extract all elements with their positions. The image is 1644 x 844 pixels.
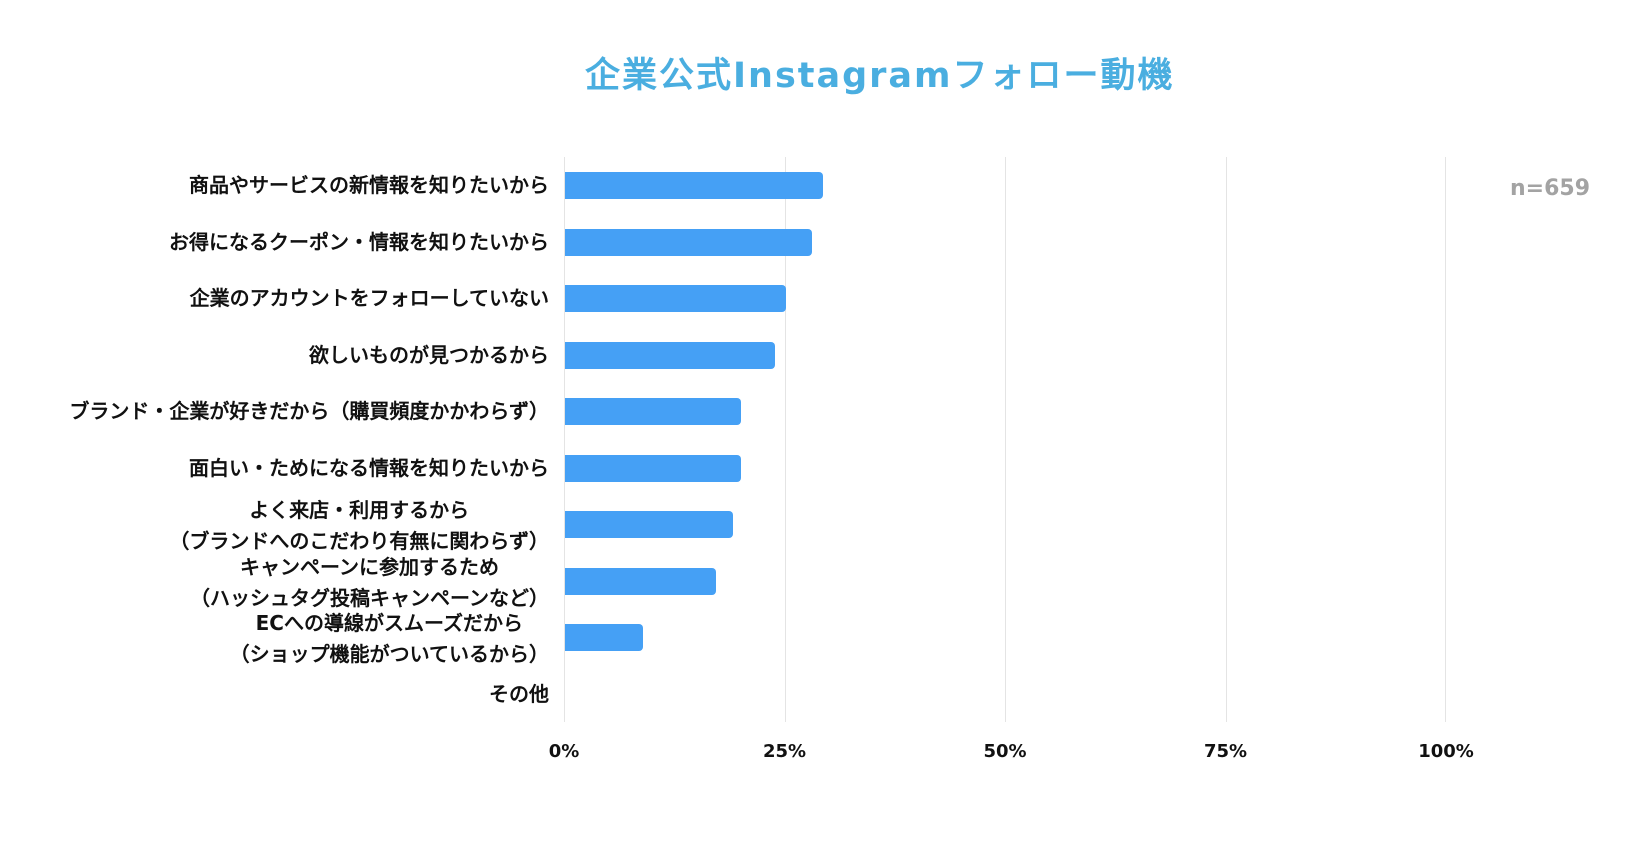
category-label: 商品やサービスの新情報を知りたいから [0, 157, 549, 214]
category-label-line: よく来店・利用するから [249, 498, 470, 523]
bar [565, 398, 741, 425]
category-label: 欲しいものが見つかるから [0, 327, 549, 384]
gridline-25 [784, 157, 786, 722]
gridline-100 [1445, 157, 1446, 722]
x-tick-label: 75% [1203, 741, 1248, 762]
category-label-line: ECへの導線がスムーズだから [255, 611, 523, 636]
category-label: その他 [0, 666, 549, 723]
category-label: よく来店・利用するから （ブランドへのこだわり有無に関わらず） [0, 495, 549, 557]
category-label: お得になるクーポン・情報を知りたいから [0, 214, 549, 271]
bar [565, 285, 786, 312]
bar-row [564, 496, 1446, 553]
chart-title: 企業公式Instagramフォロー動機 [585, 56, 1175, 96]
bar-row [564, 553, 1446, 610]
category-label: ECへの導線がスムーズだから （ショップ機能がついているから） [0, 608, 549, 670]
bar-row [564, 270, 1446, 327]
gridline-75 [1225, 157, 1227, 722]
bar [565, 172, 823, 199]
sample-size-annotation: n=659 [1509, 176, 1591, 201]
category-label-line: （ショップ機能がついているから） [229, 642, 549, 667]
bar-row [564, 214, 1446, 271]
bar-row [564, 609, 1446, 666]
bar-row [564, 440, 1446, 497]
category-label: 面白い・ためになる情報を知りたいから [0, 440, 549, 497]
plot-area [564, 157, 1446, 722]
bar-row [564, 327, 1446, 384]
bar-row [564, 666, 1446, 723]
category-label: 企業のアカウントをフォローしていない [0, 270, 549, 327]
bar [565, 341, 775, 369]
bar [565, 624, 644, 651]
bar [565, 567, 716, 595]
gridline-50 [1005, 157, 1006, 722]
category-label-text: 面白い・ためになる情報を知りたいから [189, 455, 549, 480]
category-label-line: （ブランドへのこだわり有無に関わらず） [169, 529, 549, 554]
bar-row [564, 383, 1446, 440]
category-label-text: その他 [489, 681, 549, 706]
category-label-line: （ハッシュタグ投稿キャンペーンなど） [190, 585, 549, 610]
category-label-text: 商品やサービスの新情報を知りたいから [189, 173, 549, 197]
category-label: ブランド・企業が好きだから（購買頻度かかわらず） [0, 383, 549, 440]
x-tick-label: 0% [548, 741, 580, 762]
x-tick-label: 100% [1418, 741, 1474, 762]
category-label-text: 企業のアカウントをフォローしていない [189, 286, 549, 310]
gridline-0 [564, 157, 565, 722]
category-label: キャンペーンに参加するため （ハッシュタグ投稿キャンペーンなど） [0, 552, 549, 614]
category-label-line: キャンペーンに参加するため [240, 554, 499, 579]
x-tick-label: 25% [762, 741, 807, 762]
bar [565, 228, 812, 256]
x-tick-label: 50% [983, 741, 1027, 762]
bar-row [564, 157, 1446, 214]
category-label-text: ブランド・企業が好きだから（購買頻度かかわらず） [69, 399, 549, 423]
bar [565, 511, 733, 538]
category-label-text: 欲しいものが見つかるから [309, 342, 549, 367]
bar [565, 454, 741, 482]
category-label-text: お得になるクーポン・情報を知りたいから [169, 229, 549, 254]
